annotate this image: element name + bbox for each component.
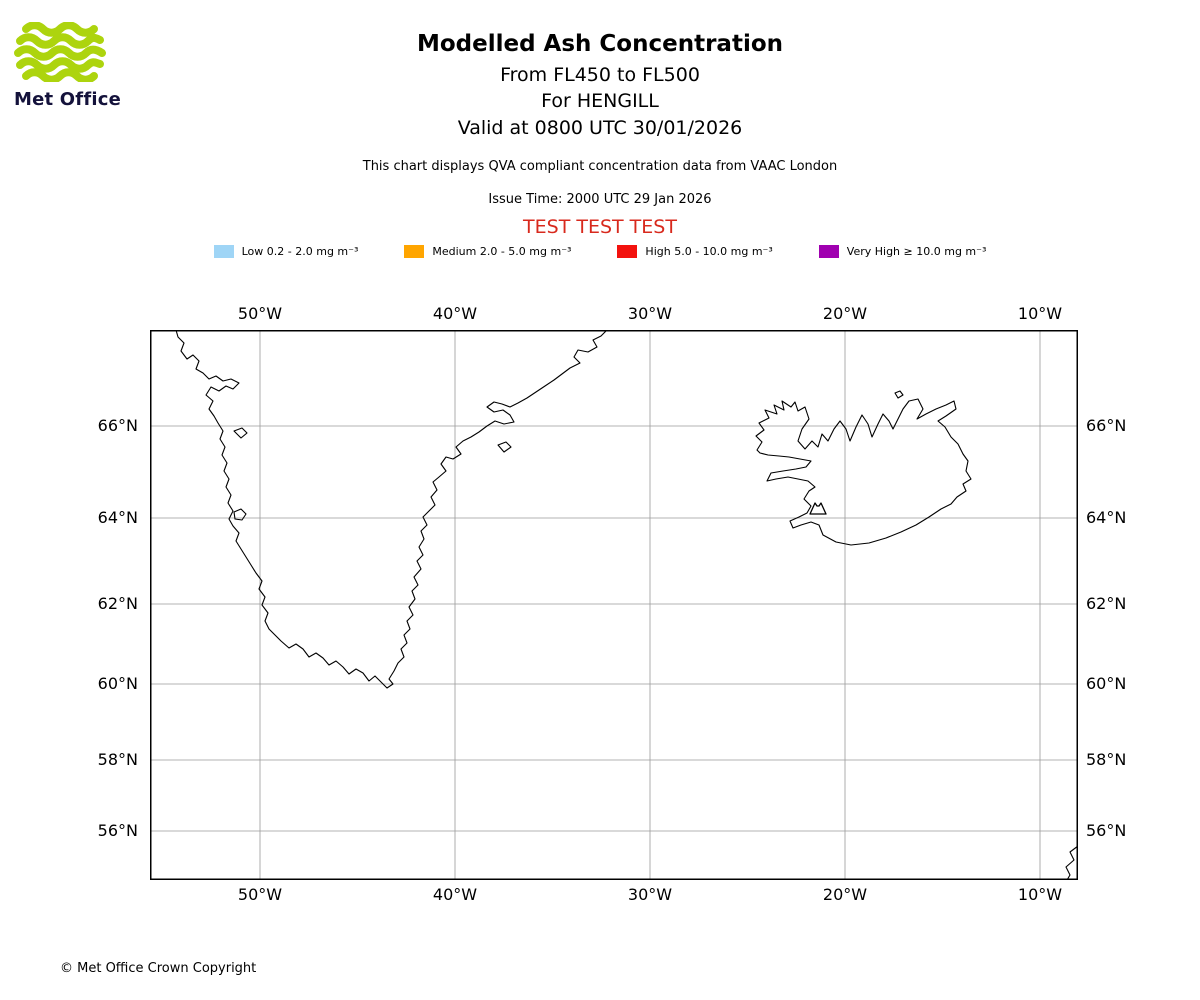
subtitle-flight-levels: From FL450 to FL500 — [500, 64, 700, 86]
map-border — [150, 330, 1078, 880]
lon-label-bottom-10w: 10°W — [1017, 885, 1063, 904]
greenland-east-island — [497, 441, 512, 453]
lat-label-right-62n: 62°N — [1086, 594, 1127, 613]
legend-swatch-medium — [404, 245, 425, 258]
test-banner: TEST TEST TEST — [523, 216, 677, 238]
lon-label-top-30w: 30°W — [627, 304, 673, 323]
greenland-west-island-2 — [233, 427, 248, 439]
issue-time: Issue Time: 2000 UTC 29 Jan 2026 — [488, 192, 712, 207]
legend-label-medium: Medium 2.0 - 5.0 mg m⁻³ — [432, 245, 572, 258]
lon-label-bottom-50w: 50°W — [237, 885, 283, 904]
met-office-logo-waves-icon — [14, 21, 106, 84]
iceland-coastline — [755, 398, 972, 546]
concentration-legend: Low 0.2 - 2.0 mg m⁻³ Medium 2.0 - 5.0 mg… — [0, 245, 1200, 258]
lat-label-left-60n: 60°N — [97, 674, 138, 693]
volcano-marker — [809, 502, 827, 515]
legend-item-very-high: Very High ≥ 10.0 mg m⁻³ — [818, 245, 987, 258]
legend-label-very-high: Very High ≥ 10.0 mg m⁻³ — [846, 245, 987, 258]
lat-label-right-58n: 58°N — [1086, 750, 1127, 769]
coast-fragment-bottom-right — [1065, 845, 1078, 880]
met-office-wordmark: Met Office — [14, 89, 122, 110]
greenland-coastline — [175, 330, 608, 689]
legend-item-low: Low 0.2 - 2.0 mg m⁻³ — [213, 245, 359, 258]
graticule-gridlines — [150, 330, 1078, 880]
lat-label-left-56n: 56°N — [97, 821, 138, 840]
lat-label-left-58n: 58°N — [97, 750, 138, 769]
lat-label-left-62n: 62°N — [97, 594, 138, 613]
subtitle-valid-time: Valid at 0800 UTC 30/01/2026 — [457, 117, 743, 139]
legend-label-high: High 5.0 - 10.0 mg m⁻³ — [645, 245, 773, 258]
copyright-notice: © Met Office Crown Copyright — [60, 961, 257, 976]
met-office-logo: Met Office — [14, 21, 134, 110]
lon-label-top-20w: 20°W — [822, 304, 868, 323]
legend-swatch-low — [213, 245, 234, 258]
lon-label-bottom-40w: 40°W — [432, 885, 478, 904]
iceland-north-island — [894, 390, 904, 399]
legend-item-medium: Medium 2.0 - 5.0 mg m⁻³ — [404, 245, 571, 258]
greenland-west-island — [233, 508, 247, 521]
lat-label-right-66n: 66°N — [1086, 416, 1127, 435]
page-title: Modelled Ash Concentration — [416, 31, 784, 57]
legend-swatch-very-high — [818, 245, 839, 258]
legend-label-low: Low 0.2 - 2.0 mg m⁻³ — [241, 245, 359, 258]
lon-label-top-10w: 10°W — [1017, 304, 1063, 323]
lat-label-right-60n: 60°N — [1086, 674, 1127, 693]
lat-label-left-64n: 64°N — [97, 508, 138, 527]
lat-label-right-56n: 56°N — [1086, 821, 1127, 840]
lat-label-left-66n: 66°N — [97, 416, 138, 435]
lat-label-right-64n: 64°N — [1086, 508, 1127, 527]
legend-item-high: High 5.0 - 10.0 mg m⁻³ — [617, 245, 773, 258]
coastlines — [175, 330, 1078, 880]
qva-compliance-note: This chart displays QVA compliant concen… — [362, 159, 838, 174]
subtitle-volcano: For HENGILL — [541, 90, 659, 112]
legend-swatch-high — [617, 245, 638, 258]
lon-label-bottom-30w: 30°W — [627, 885, 673, 904]
lon-label-top-40w: 40°W — [432, 304, 478, 323]
lon-label-top-50w: 50°W — [237, 304, 283, 323]
map-canvas — [150, 330, 1078, 880]
lon-label-bottom-20w: 20°W — [822, 885, 868, 904]
